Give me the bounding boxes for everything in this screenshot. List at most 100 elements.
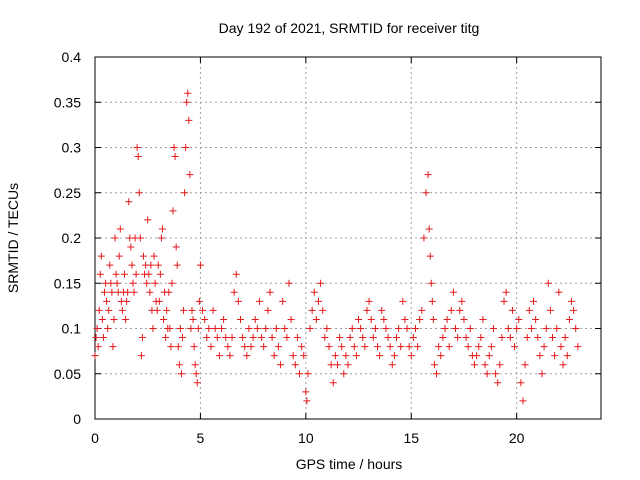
data-point: [98, 315, 106, 323]
data-point: [498, 334, 506, 342]
data-point: [207, 343, 215, 351]
data-point: [338, 343, 346, 351]
data-point: [116, 225, 124, 233]
data-point: [506, 334, 514, 342]
data-point: [171, 153, 179, 161]
data-point: [127, 243, 135, 251]
data-point: [422, 189, 430, 197]
data-point: [97, 252, 105, 260]
data-point: [544, 279, 552, 287]
data-point: [473, 352, 481, 360]
data-point: [344, 361, 352, 369]
data-point: [445, 343, 453, 351]
data-point: [414, 343, 422, 351]
data-point: [147, 261, 155, 269]
data-point: [125, 198, 133, 206]
data-point: [551, 352, 559, 360]
data-point: [109, 343, 117, 351]
data-point: [388, 361, 396, 369]
data-point: [110, 315, 118, 323]
data-point: [228, 334, 236, 342]
data-point: [234, 297, 242, 305]
data-point: [532, 315, 540, 323]
chart-title: Day 192 of 2021, SRMTID for receiver tit…: [219, 20, 480, 36]
data-point: [129, 279, 137, 287]
data-point: [175, 361, 183, 369]
data-point: [122, 315, 130, 323]
data-point: [553, 325, 561, 332]
y-tick-label: 0.2: [62, 230, 82, 246]
data-point: [272, 325, 280, 332]
x-tick-label: 5: [197, 430, 205, 446]
data-point: [156, 270, 164, 278]
data-point: [132, 270, 140, 278]
data-point: [456, 306, 464, 314]
data-point: [407, 352, 415, 360]
data-point: [487, 343, 495, 351]
data-point: [222, 334, 230, 342]
data-point: [376, 352, 384, 360]
data-point: [285, 279, 293, 287]
data-point: [441, 325, 449, 332]
y-tick-label: 0.25: [54, 185, 81, 201]
data-point: [182, 144, 190, 151]
data-point: [258, 334, 266, 342]
data-point: [287, 315, 295, 323]
y-tick-label: 0.1: [62, 321, 82, 337]
y-tick-label: 0.15: [54, 275, 81, 291]
data-point: [205, 325, 213, 332]
data-point: [215, 352, 223, 360]
data-point: [525, 306, 533, 314]
data-point: [172, 243, 180, 251]
data-point: [289, 352, 297, 360]
data-point: [176, 325, 184, 332]
data-point: [115, 252, 123, 260]
data-point: [355, 315, 363, 323]
data-point: [409, 334, 417, 342]
data-point: [189, 315, 197, 323]
data-point: [158, 225, 166, 233]
data-point: [511, 343, 519, 351]
data-point: [325, 343, 333, 351]
data-point: [424, 171, 432, 179]
data-point: [323, 325, 331, 332]
data-point: [213, 334, 221, 342]
data-points: [91, 89, 582, 405]
data-point: [274, 343, 282, 351]
data-point: [312, 315, 320, 323]
data-point: [178, 334, 186, 342]
data-point: [479, 315, 487, 323]
data-point: [331, 352, 339, 360]
data-point: [153, 306, 161, 314]
data-point: [342, 352, 350, 360]
data-point: [155, 297, 163, 305]
data-point: [92, 334, 100, 342]
data-point: [193, 379, 201, 387]
data-point: [124, 288, 132, 296]
data-point: [399, 297, 407, 305]
data-point: [515, 315, 523, 323]
data-point: [508, 306, 516, 314]
data-point: [523, 334, 531, 342]
data-point: [449, 288, 457, 296]
data-point: [447, 306, 455, 314]
data-point: [260, 343, 268, 351]
data-point: [181, 189, 189, 197]
data-point: [555, 288, 563, 296]
data-point: [433, 370, 441, 378]
data-point: [542, 325, 550, 332]
y-tick-label: 0.05: [54, 366, 81, 382]
data-point: [277, 361, 285, 369]
data-point: [357, 325, 365, 332]
data-point: [530, 297, 538, 305]
data-point: [111, 234, 119, 242]
data-point: [559, 361, 567, 369]
data-point: [226, 352, 234, 360]
data-point: [452, 325, 460, 332]
data-point: [327, 361, 335, 369]
data-point: [167, 343, 175, 351]
data-point: [296, 370, 304, 378]
data-point: [268, 334, 276, 342]
data-point: [350, 343, 358, 351]
data-point: [113, 279, 121, 287]
